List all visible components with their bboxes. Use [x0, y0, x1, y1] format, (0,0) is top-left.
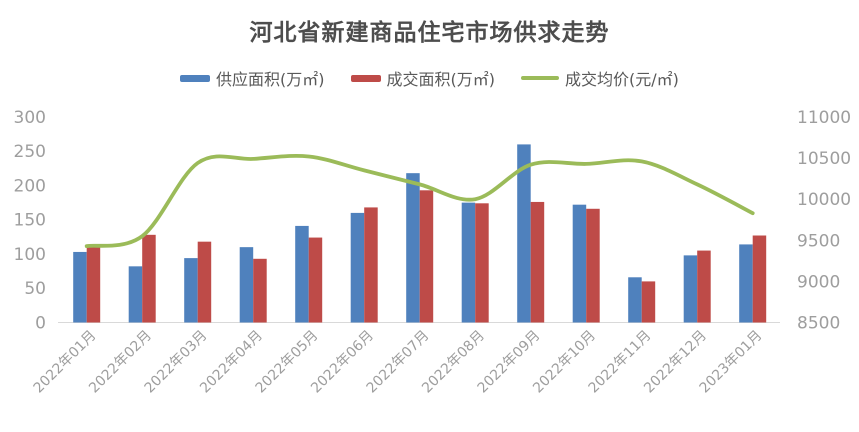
supply-bar [184, 258, 198, 323]
transaction-bar [530, 201, 545, 323]
y-axis-left-tick-label: 0 [35, 313, 46, 333]
y-axis-left-tick-label: 250 [14, 142, 46, 162]
y-axis-left-tick-label: 300 [14, 108, 46, 128]
supply-bar [295, 225, 309, 323]
y-axis-right-tick-label: 10000 [797, 190, 851, 210]
legend-item-supply: 供应面积(万㎡) [180, 66, 325, 90]
y-axis-left-tick-label: 50 [24, 279, 46, 299]
y-axis-right-tick-label: 8500 [797, 313, 840, 333]
price-swatch-icon [521, 76, 560, 80]
legend-item-transaction: 成交面积(万㎡) [350, 66, 496, 90]
supply-bar [350, 212, 365, 323]
y-axis-left-tick-label: 200 [14, 176, 46, 196]
transaction-swatch-icon [350, 74, 381, 82]
supply-bar [628, 277, 642, 323]
price-line [84, 153, 755, 248]
supply-bar [572, 204, 587, 323]
legend-label-supply: 供应面积(万㎡) [216, 70, 325, 89]
transaction-bar [475, 203, 489, 323]
supply-swatch-icon [180, 74, 211, 82]
y-axis-left-tick-label: 150 [14, 211, 46, 231]
transaction-bar [308, 237, 323, 323]
y-axis-right-tick-label: 9000 [797, 272, 840, 292]
transaction-bar [142, 234, 156, 323]
y-axis-right-tick-label: 10500 [797, 149, 851, 169]
transaction-bar [364, 207, 378, 323]
chart-legend: 供应面积(万㎡) 成交面积(万㎡) 成交均价(元/㎡) [0, 66, 859, 90]
supply-bar [683, 255, 698, 323]
legend-item-price: 成交均价(元/㎡) [521, 66, 679, 90]
legend-label-transaction: 成交面积(万㎡) [386, 70, 496, 89]
supply-bar [517, 144, 531, 323]
transaction-bar [253, 258, 267, 323]
y-axis-left-tick-label: 100 [14, 245, 46, 265]
supply-bar [73, 251, 87, 323]
transaction-bar [586, 208, 600, 323]
supply-bar [406, 173, 420, 323]
transaction-bar [86, 246, 101, 323]
transaction-bar [419, 190, 434, 323]
y-axis-right-tick-label: 9500 [797, 231, 840, 251]
y-axis-right-tick-label: 11000 [797, 108, 851, 128]
transaction-bar [197, 241, 212, 323]
supply-bar [461, 202, 476, 323]
transaction-bar [641, 281, 656, 323]
transaction-bar [752, 235, 767, 323]
supply-bar [239, 247, 254, 323]
supply-bar [739, 244, 753, 323]
transaction-bar [697, 250, 711, 323]
chart-title: 河北省新建商品住宅市场供求走势 [249, 20, 610, 46]
supply-bar [128, 266, 143, 323]
legend-label-price: 成交均价(元/㎡) [565, 70, 679, 89]
